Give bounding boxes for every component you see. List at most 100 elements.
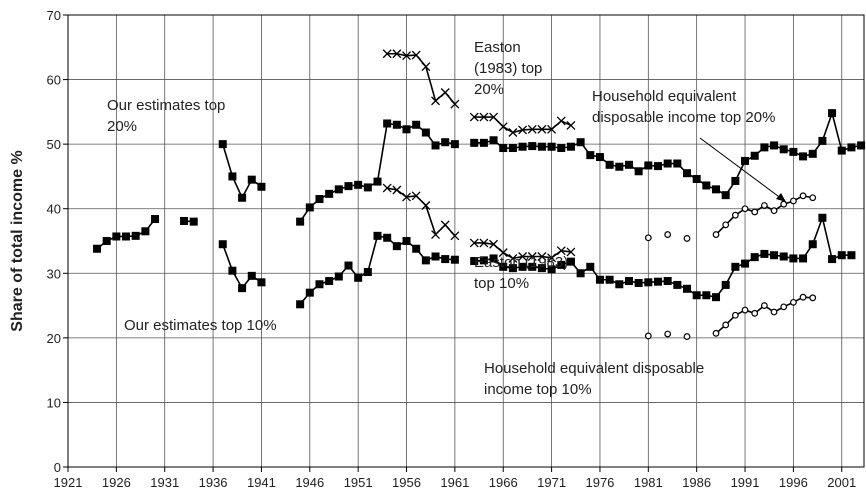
marker <box>741 156 750 165</box>
marker <box>547 265 556 274</box>
marker <box>421 128 430 137</box>
marker <box>499 262 508 271</box>
marker <box>722 221 730 229</box>
x-tick-label: 1926 <box>102 475 131 490</box>
marker <box>489 112 499 122</box>
x-tick-label: 1971 <box>537 475 566 490</box>
x-tick-label: 1996 <box>779 475 808 490</box>
marker <box>837 251 846 260</box>
marker <box>450 231 460 241</box>
marker <box>770 141 779 150</box>
marker <box>770 251 779 260</box>
marker <box>508 128 518 137</box>
x-tick-label: 1966 <box>489 475 518 490</box>
marker <box>683 284 692 293</box>
marker <box>257 278 266 287</box>
marker <box>653 277 662 286</box>
marker <box>741 306 749 314</box>
marker <box>751 208 759 216</box>
marker <box>382 49 392 59</box>
y-axis-label: Share of total income % <box>9 150 26 331</box>
marker <box>731 262 740 271</box>
plot-frame <box>67 14 865 468</box>
marker <box>818 213 827 222</box>
marker <box>556 116 566 126</box>
marker <box>673 280 682 289</box>
marker <box>760 249 769 258</box>
marker <box>857 141 866 150</box>
marker <box>431 230 440 240</box>
marker <box>257 182 266 191</box>
marker <box>799 293 807 301</box>
marker <box>779 252 788 261</box>
marker <box>663 159 672 168</box>
marker <box>392 49 402 59</box>
marker <box>508 144 517 153</box>
marker <box>431 252 440 261</box>
marker <box>412 244 421 253</box>
marker <box>828 109 837 118</box>
marker <box>354 180 363 189</box>
marker <box>683 333 691 340</box>
marker <box>556 246 566 256</box>
marker <box>741 259 750 268</box>
marker <box>218 140 227 149</box>
marker <box>799 192 807 200</box>
marker <box>537 124 547 134</box>
marker <box>566 120 576 130</box>
marker <box>808 149 817 158</box>
marker <box>518 252 528 261</box>
x-tick-label: 1956 <box>392 475 421 490</box>
marker <box>605 160 614 169</box>
marker <box>664 231 672 238</box>
marker <box>296 300 305 309</box>
marker <box>228 172 237 181</box>
marker <box>818 136 827 145</box>
marker <box>722 321 730 329</box>
marker <box>296 217 305 226</box>
marker <box>402 125 411 134</box>
marker <box>470 138 479 147</box>
marker <box>411 50 421 60</box>
marker <box>354 273 363 282</box>
annotation: Household equivalent <box>592 88 737 105</box>
marker <box>615 280 624 289</box>
marker <box>334 185 343 194</box>
marker <box>712 293 721 302</box>
marker <box>624 160 633 169</box>
series-line <box>715 194 813 236</box>
annotation: Household equivalent disposable <box>484 360 704 377</box>
marker <box>470 257 479 266</box>
marker <box>518 142 527 151</box>
marker <box>131 231 140 240</box>
marker <box>547 124 557 134</box>
marker <box>508 253 518 263</box>
marker <box>808 240 817 249</box>
marker <box>721 191 730 200</box>
marker <box>421 62 431 72</box>
x-tick-label: 1981 <box>634 475 663 490</box>
marker <box>673 159 682 168</box>
annotation: Easton (1983) <box>474 254 568 271</box>
marker <box>489 254 498 263</box>
marker <box>479 238 489 248</box>
marker <box>112 232 121 241</box>
marker <box>392 120 401 129</box>
x-tick-label: 2001 <box>827 475 856 490</box>
marker <box>489 239 499 249</box>
marker <box>392 185 402 195</box>
marker <box>440 220 450 230</box>
marker <box>373 231 382 240</box>
y-tick-label: 40 <box>47 202 61 217</box>
marker <box>344 261 353 270</box>
marker <box>537 252 547 261</box>
marker <box>653 162 662 171</box>
marker <box>499 144 508 153</box>
marker <box>741 205 749 213</box>
marker <box>441 255 450 264</box>
marker <box>315 195 324 204</box>
marker <box>634 167 643 176</box>
marker <box>760 302 768 309</box>
marker <box>605 275 614 284</box>
